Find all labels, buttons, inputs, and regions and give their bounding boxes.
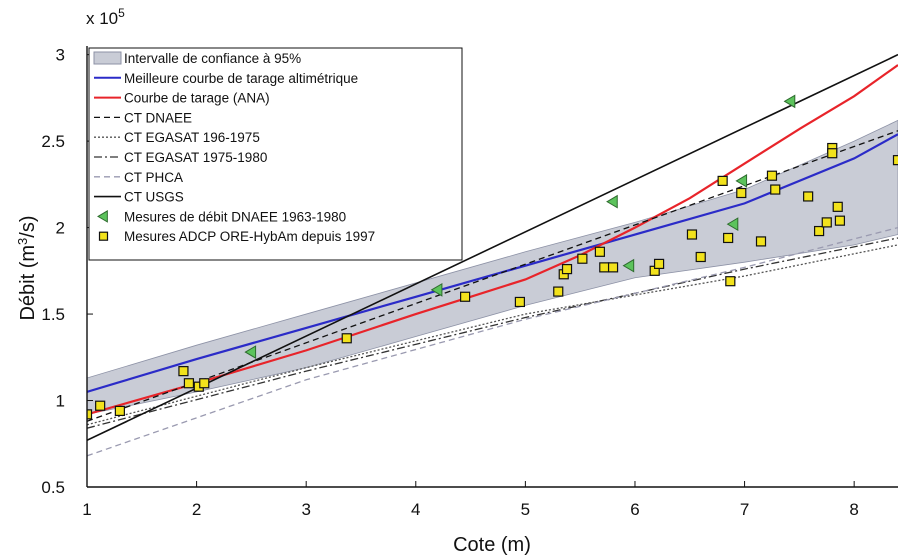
adcp-point xyxy=(199,378,210,389)
x-tick-label: 3 xyxy=(301,500,310,519)
legend-label: CT DNAEE xyxy=(124,110,192,125)
adcp-point xyxy=(686,229,698,240)
confidence-band-layer xyxy=(87,119,898,415)
adcp-point xyxy=(717,175,728,186)
series-line-4 xyxy=(87,237,898,429)
y-tick-label: 2.5 xyxy=(41,132,65,151)
adcp-point xyxy=(770,184,781,195)
legend-box xyxy=(88,47,463,261)
legend-swatch-triangle xyxy=(97,210,108,223)
adcp-point xyxy=(755,236,767,247)
legend-label: CT PHCA xyxy=(124,170,183,185)
x-tick-label: 6 xyxy=(630,500,639,519)
legend-label: CT EGASAT 1975-1980 xyxy=(124,150,267,165)
x-tick-label: 7 xyxy=(740,500,749,519)
y-axis-label: Débit (m3/s) xyxy=(15,215,39,320)
dnaee-point xyxy=(622,258,635,273)
series-line-2 xyxy=(87,130,898,422)
legend-label: CT USGS xyxy=(124,190,184,205)
y-tick-label: 0.5 xyxy=(41,478,65,497)
legend-swatch-square xyxy=(98,231,109,241)
adcp-point xyxy=(594,246,606,257)
x-tick-label: 8 xyxy=(849,500,858,519)
dnaee-point xyxy=(244,345,257,359)
series-lines-layer xyxy=(87,53,898,457)
adcp-point xyxy=(695,251,706,263)
adcp-point xyxy=(834,215,846,226)
legend-label: Mesures ADCP ORE-HybAm depuis 1997 xyxy=(124,229,375,244)
y-tick-label: 3 xyxy=(56,46,65,65)
adcp-point xyxy=(607,262,619,273)
dnaee-point xyxy=(735,174,748,188)
y-tick-label: 1 xyxy=(56,392,65,411)
adcp-point xyxy=(766,170,778,181)
series-line-6 xyxy=(87,53,898,442)
adcp-point xyxy=(341,333,352,344)
series-line-0 xyxy=(87,133,898,393)
adcp-point xyxy=(114,405,125,417)
adcp-point xyxy=(183,378,195,389)
adcp-point xyxy=(95,400,106,411)
adcp-point xyxy=(725,276,736,287)
adcp-point xyxy=(553,286,564,297)
adcp-point xyxy=(653,258,665,270)
adcp-point xyxy=(736,187,747,199)
adcp-point xyxy=(821,217,832,228)
x-axis-label: Cote (m) xyxy=(453,534,531,556)
confidence-band xyxy=(87,119,898,415)
legend-swatch-band xyxy=(93,51,122,65)
adcp-point xyxy=(827,148,838,159)
axes xyxy=(86,46,898,488)
adcp-point xyxy=(460,291,471,302)
legend-label: Intervalle de confiance à 95% xyxy=(124,51,301,66)
adcp-point xyxy=(514,296,525,308)
legend: Intervalle de confiance à 95% Meilleure c… xyxy=(88,47,463,261)
dnaee-point xyxy=(606,194,618,209)
y-tick-label: 1.5 xyxy=(41,305,65,324)
adcp-point xyxy=(561,263,573,275)
adcp-point xyxy=(178,366,189,377)
y-tick-label: 2 xyxy=(56,219,65,238)
adcp-point xyxy=(832,201,843,212)
adcp-point xyxy=(803,191,814,202)
adcp-point xyxy=(813,225,825,237)
x-tick-label: 4 xyxy=(411,500,420,519)
series-line-3 xyxy=(87,244,898,426)
dnaee-point xyxy=(783,94,796,109)
x-tick-label: 2 xyxy=(192,500,201,519)
legend-label: CT EGASAT 196-1975 xyxy=(124,130,260,145)
legend-label: Meilleure courbe de tarage altimétrique xyxy=(124,71,358,86)
axis-multiplier: x 105 xyxy=(86,6,125,28)
dnaee-point xyxy=(430,282,443,297)
legend-label: Courbe de tarage (ANA) xyxy=(124,91,270,106)
x-tick-label: 1 xyxy=(82,500,91,519)
x-tick-label: 5 xyxy=(521,500,530,519)
adcp-point xyxy=(892,155,898,166)
tick-labels: 1 2 3 4 5 6 7 8 0.5 1 1.5 2 2.5 3 xyxy=(41,46,859,519)
adcp-point xyxy=(577,253,588,264)
adcp-point xyxy=(723,232,734,244)
dnaee-point xyxy=(726,217,739,232)
adcp-point xyxy=(87,409,93,420)
scatter-points-layer xyxy=(87,94,898,420)
adcp-point xyxy=(599,262,610,273)
series-line-5 xyxy=(87,226,898,457)
legend-label: Mesures de débit DNAEE 1963-1980 xyxy=(124,209,346,224)
